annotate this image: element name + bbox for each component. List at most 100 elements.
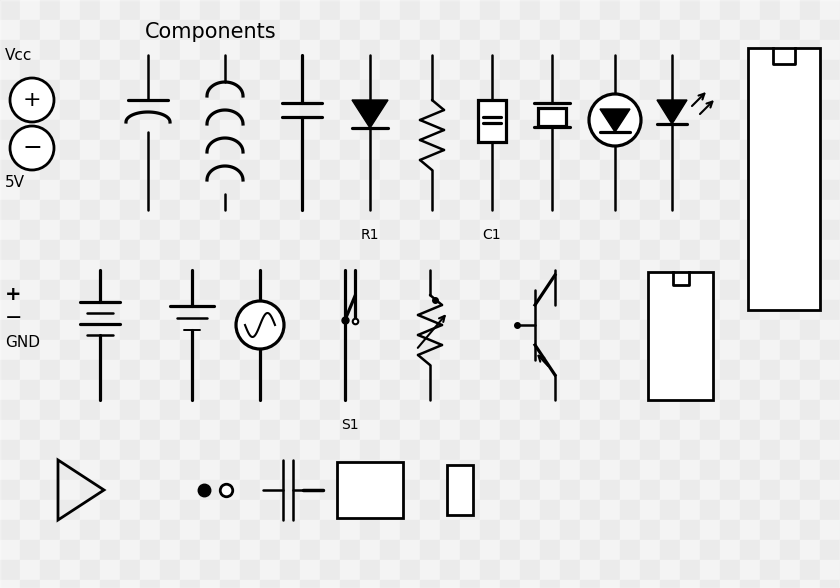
Bar — [220, 560, 240, 580]
Bar — [120, 540, 140, 560]
Bar — [440, 360, 460, 380]
Bar — [180, 140, 200, 160]
Bar — [380, 80, 400, 100]
Bar — [800, 580, 820, 588]
Bar — [680, 320, 700, 340]
Bar — [440, 500, 460, 520]
Bar — [140, 20, 160, 40]
Bar — [580, 140, 600, 160]
Bar — [80, 260, 100, 280]
Bar — [480, 440, 500, 460]
Bar — [780, 520, 800, 540]
Bar — [460, 120, 480, 140]
Bar — [600, 540, 620, 560]
Bar — [340, 300, 360, 320]
Bar — [60, 120, 80, 140]
Bar — [320, 120, 340, 140]
Bar — [800, 400, 820, 420]
Bar — [620, 540, 640, 560]
Bar — [80, 440, 100, 460]
Bar — [660, 280, 680, 300]
Bar — [600, 40, 620, 60]
Bar — [440, 100, 460, 120]
Bar — [300, 340, 320, 360]
Bar — [420, 300, 440, 320]
Bar — [80, 420, 100, 440]
Bar — [420, 100, 440, 120]
Bar — [520, 40, 540, 60]
Bar — [540, 360, 560, 380]
Bar — [600, 440, 620, 460]
Bar — [140, 540, 160, 560]
Bar — [60, 300, 80, 320]
Bar — [40, 380, 60, 400]
Bar — [360, 360, 380, 380]
Bar — [560, 540, 580, 560]
Bar — [700, 460, 720, 480]
Bar — [440, 460, 460, 480]
Bar — [200, 440, 220, 460]
Bar — [60, 100, 80, 120]
Bar — [520, 80, 540, 100]
Bar — [400, 80, 420, 100]
Bar — [720, 360, 740, 380]
Bar — [160, 200, 180, 220]
Bar — [520, 240, 540, 260]
Bar — [620, 280, 640, 300]
Bar — [480, 240, 500, 260]
Bar — [140, 500, 160, 520]
Bar — [600, 220, 620, 240]
Bar — [0, 500, 20, 520]
Bar — [240, 480, 260, 500]
Bar — [648, 272, 713, 400]
Bar — [80, 120, 100, 140]
Bar — [820, 20, 840, 40]
Bar — [640, 280, 660, 300]
Bar — [740, 240, 760, 260]
Bar — [760, 460, 780, 480]
Bar — [140, 100, 160, 120]
Bar — [160, 540, 180, 560]
Bar — [300, 520, 320, 540]
Bar — [340, 20, 360, 40]
Bar — [620, 120, 640, 140]
Bar — [520, 120, 540, 140]
Bar — [440, 120, 460, 140]
Bar — [0, 140, 20, 160]
Circle shape — [236, 301, 284, 349]
Bar — [80, 200, 100, 220]
Bar — [600, 120, 620, 140]
Bar — [100, 180, 120, 200]
Bar — [0, 100, 20, 120]
Bar — [0, 320, 20, 340]
Bar — [540, 560, 560, 580]
Bar — [760, 300, 780, 320]
Bar — [660, 340, 680, 360]
Bar — [520, 540, 540, 560]
Bar — [760, 80, 780, 100]
Bar — [560, 120, 580, 140]
Bar — [720, 420, 740, 440]
Bar — [420, 560, 440, 580]
Bar — [340, 0, 360, 20]
Bar — [720, 400, 740, 420]
Bar — [740, 220, 760, 240]
Bar — [420, 320, 440, 340]
Bar — [120, 60, 140, 80]
Bar — [460, 240, 480, 260]
Bar — [280, 560, 300, 580]
Bar — [100, 460, 120, 480]
Bar — [300, 360, 320, 380]
Bar — [600, 480, 620, 500]
Bar — [660, 500, 680, 520]
Bar — [300, 20, 320, 40]
Bar — [0, 560, 20, 580]
Bar — [40, 260, 60, 280]
Bar — [780, 60, 800, 80]
Bar — [400, 580, 420, 588]
Bar — [0, 280, 20, 300]
Bar — [0, 120, 20, 140]
Bar — [580, 500, 600, 520]
Bar — [240, 60, 260, 80]
Bar — [700, 320, 720, 340]
